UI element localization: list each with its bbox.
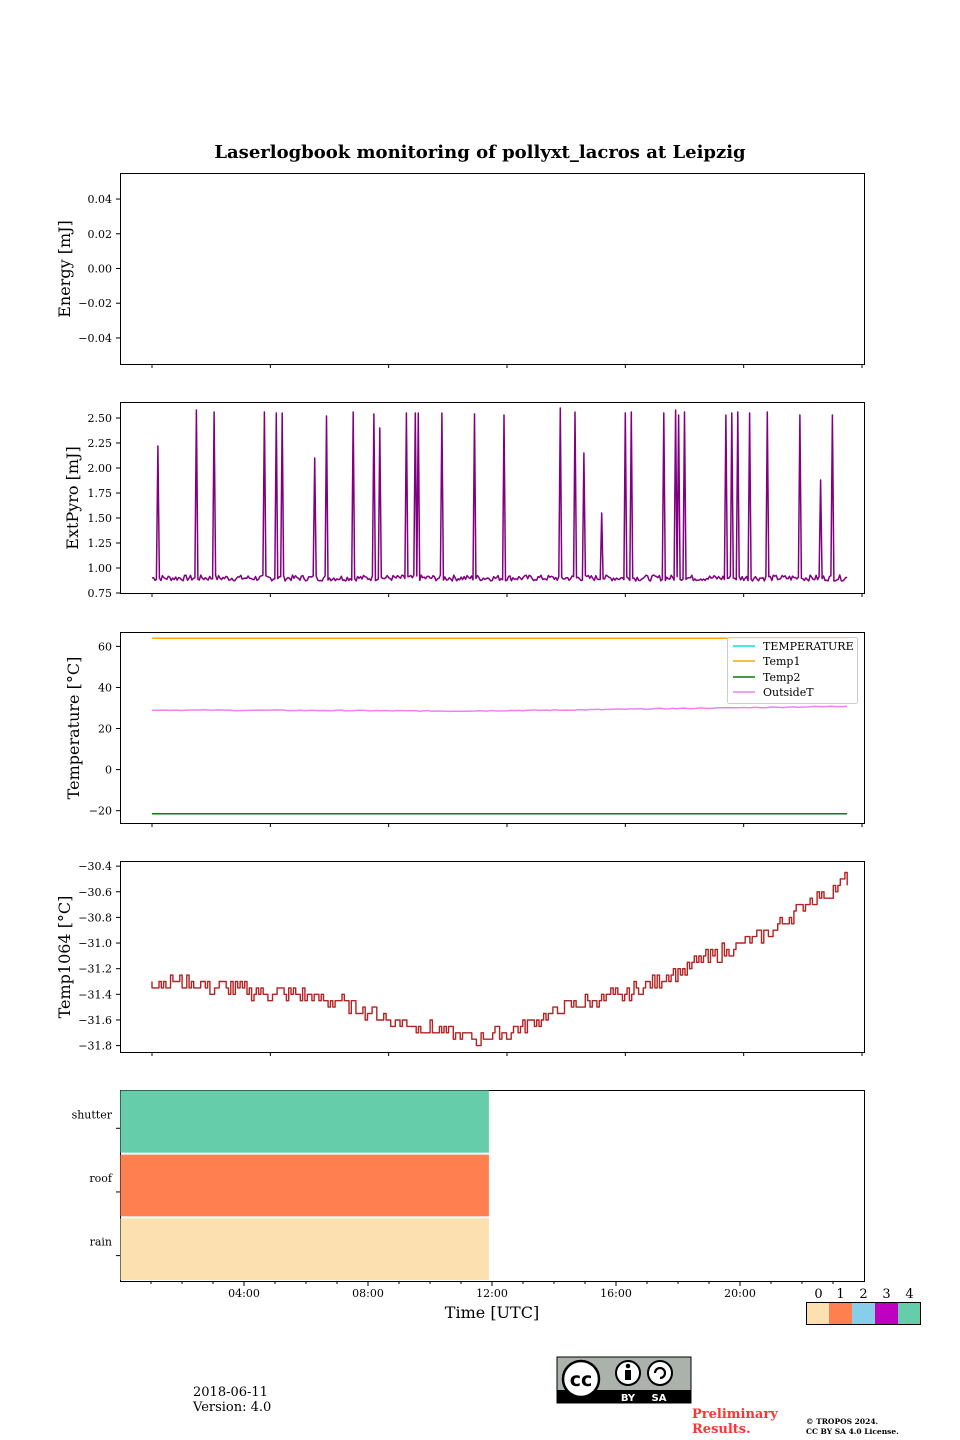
temp1064-panel: −30.4 −30.6 −30.8 −31.0 −31.2 −31.4 −31.6 −31.8 bbox=[78, 860, 863, 1056]
temp1064-ytick-label: −30.8 bbox=[78, 911, 112, 924]
footer-date: 2018-06-11 bbox=[193, 1385, 268, 1400]
status-row-label-shutter: shutter bbox=[72, 1108, 113, 1121]
extpyro-ytick-label: 1.50 bbox=[88, 512, 113, 525]
energy-ytick-label: 0.04 bbox=[88, 193, 113, 206]
status-xtick-label: 08:00 bbox=[352, 1287, 384, 1300]
extpyro-line bbox=[151, 407, 848, 582]
temp1064-ytick-label: −31.4 bbox=[78, 988, 112, 1001]
energy-panel: 0.04 0.02 0.00 −0.04 −0.02 bbox=[78, 193, 863, 368]
xaxis-label: Time [UTC] bbox=[445, 1303, 539, 1322]
status-row-label-rain: rain bbox=[90, 1236, 112, 1249]
extpyro-ytick-label: 2.00 bbox=[88, 462, 113, 475]
status-xtick-label: 12:00 bbox=[476, 1287, 508, 1300]
temperature-line-OutsideT bbox=[151, 705, 848, 713]
colorbar-label-3: 3 bbox=[882, 1287, 890, 1302]
cc-icon-text: cc bbox=[570, 1369, 593, 1391]
temperature-legend: TEMPERATURE Temp1 Temp2 OutsideT bbox=[727, 637, 858, 704]
temp1064-ytick-label: −31.8 bbox=[78, 1040, 112, 1053]
badge-by-text: BY bbox=[621, 1393, 636, 1404]
energy-axes bbox=[120, 173, 865, 365]
temp1064-line bbox=[151, 871, 848, 1047]
colorbar-swatch-3 bbox=[875, 1302, 898, 1325]
temp1064-ytick-label: −30.6 bbox=[78, 886, 112, 899]
cc-icon bbox=[561, 1359, 601, 1399]
badge-sa-text: SA bbox=[652, 1393, 667, 1404]
extpyro-ytick-label: 1.25 bbox=[88, 537, 113, 550]
extpyro-ytick-label: 1.75 bbox=[88, 487, 113, 500]
extpyro-ytick-label: 0.75 bbox=[88, 587, 113, 600]
colorbar-label-2: 2 bbox=[859, 1287, 867, 1302]
extpyro-axes bbox=[120, 402, 865, 594]
extpyro-ytick-label: 1.00 bbox=[88, 562, 113, 575]
colorbar-swatch-4 bbox=[898, 1302, 921, 1325]
energy-ytick-label: −0.04 bbox=[78, 332, 112, 345]
temp1064-ylabel: Temp1064 [°C] bbox=[55, 896, 74, 1019]
temperature-ytick-label: 0 bbox=[105, 764, 112, 777]
temp1064-axes bbox=[120, 861, 865, 1053]
legend-label-OutsideT: OutsideT bbox=[763, 686, 814, 699]
legend-label-TEMPERATURE: TEMPERATURE bbox=[763, 640, 854, 653]
copyright-line2: CC BY SA 4.0 License. bbox=[806, 1427, 899, 1436]
preliminary-text-line2: Results. bbox=[692, 1422, 751, 1437]
colorbar-label-1: 1 bbox=[836, 1287, 844, 1302]
status-xtick-label: 16:00 bbox=[600, 1287, 632, 1300]
temperature-ytick-label: 20 bbox=[98, 723, 112, 736]
copyright-line1: © TROPOS 2024. bbox=[806, 1417, 878, 1426]
temp1064-ytick-label: −31.2 bbox=[78, 963, 112, 976]
temp1064-ytick-label: −31.6 bbox=[78, 1014, 112, 1027]
energy-ytick-label: 0.00 bbox=[88, 263, 113, 276]
energy-ytick-label: 0.02 bbox=[88, 228, 113, 241]
extpyro-ytick-label: 2.50 bbox=[88, 412, 113, 425]
status-panel: shutter roof rain 04:00 08:00 12:00 16:00 20:00 bbox=[72, 1090, 834, 1300]
status-row-label-roof: roof bbox=[89, 1172, 113, 1185]
chart-title: Laserlogbook monitoring of pollyxt_lacro… bbox=[214, 142, 746, 163]
footer-version: Version: 4.0 bbox=[192, 1400, 271, 1415]
status-cell-rain bbox=[120, 1218, 489, 1280]
extpyro-panel: 2.50 2.25 2.00 1.75 1.50 1.25 1.00 0.75 bbox=[88, 407, 863, 600]
energy-ytick-label: −0.02 bbox=[78, 297, 112, 310]
temperature-ytick-label: −20 bbox=[89, 805, 112, 818]
energy-ylabel: Energy [mJ] bbox=[55, 220, 74, 318]
temperature-ytick-label: 40 bbox=[98, 681, 112, 694]
colorbar-swatch-1 bbox=[829, 1302, 852, 1325]
colorbar-label-0: 0 bbox=[814, 1287, 822, 1302]
temp1064-ytick-label: −30.4 bbox=[78, 860, 112, 873]
preliminary-text-line1: Preliminary bbox=[692, 1407, 778, 1422]
status-cell-shutter bbox=[120, 1090, 489, 1153]
status-xtick-label: 04:00 bbox=[228, 1287, 260, 1300]
sa-share-icon bbox=[647, 1360, 673, 1386]
colorbar-swatch-0 bbox=[806, 1302, 829, 1325]
colorbar-label-4: 4 bbox=[905, 1287, 913, 1302]
legend-label-Temp1: Temp1 bbox=[763, 655, 800, 668]
colorbar-swatch-2 bbox=[852, 1302, 875, 1325]
colorbar-frame bbox=[806, 1302, 921, 1325]
temp1064-ytick-label: −31.0 bbox=[78, 937, 112, 950]
extpyro-ytick-label: 2.25 bbox=[88, 437, 113, 450]
cc-license-badge: cc BY SA bbox=[556, 1356, 692, 1404]
legend-label-Temp2: Temp2 bbox=[763, 671, 800, 684]
temperature-ytick-label: 60 bbox=[98, 640, 112, 653]
temperature-ylabel: Temperature [°C] bbox=[64, 657, 83, 800]
status-cell-roof bbox=[120, 1154, 489, 1217]
status-xtick-label: 20:00 bbox=[724, 1287, 756, 1300]
extpyro-ylabel: ExtPyro [mJ] bbox=[63, 446, 82, 549]
